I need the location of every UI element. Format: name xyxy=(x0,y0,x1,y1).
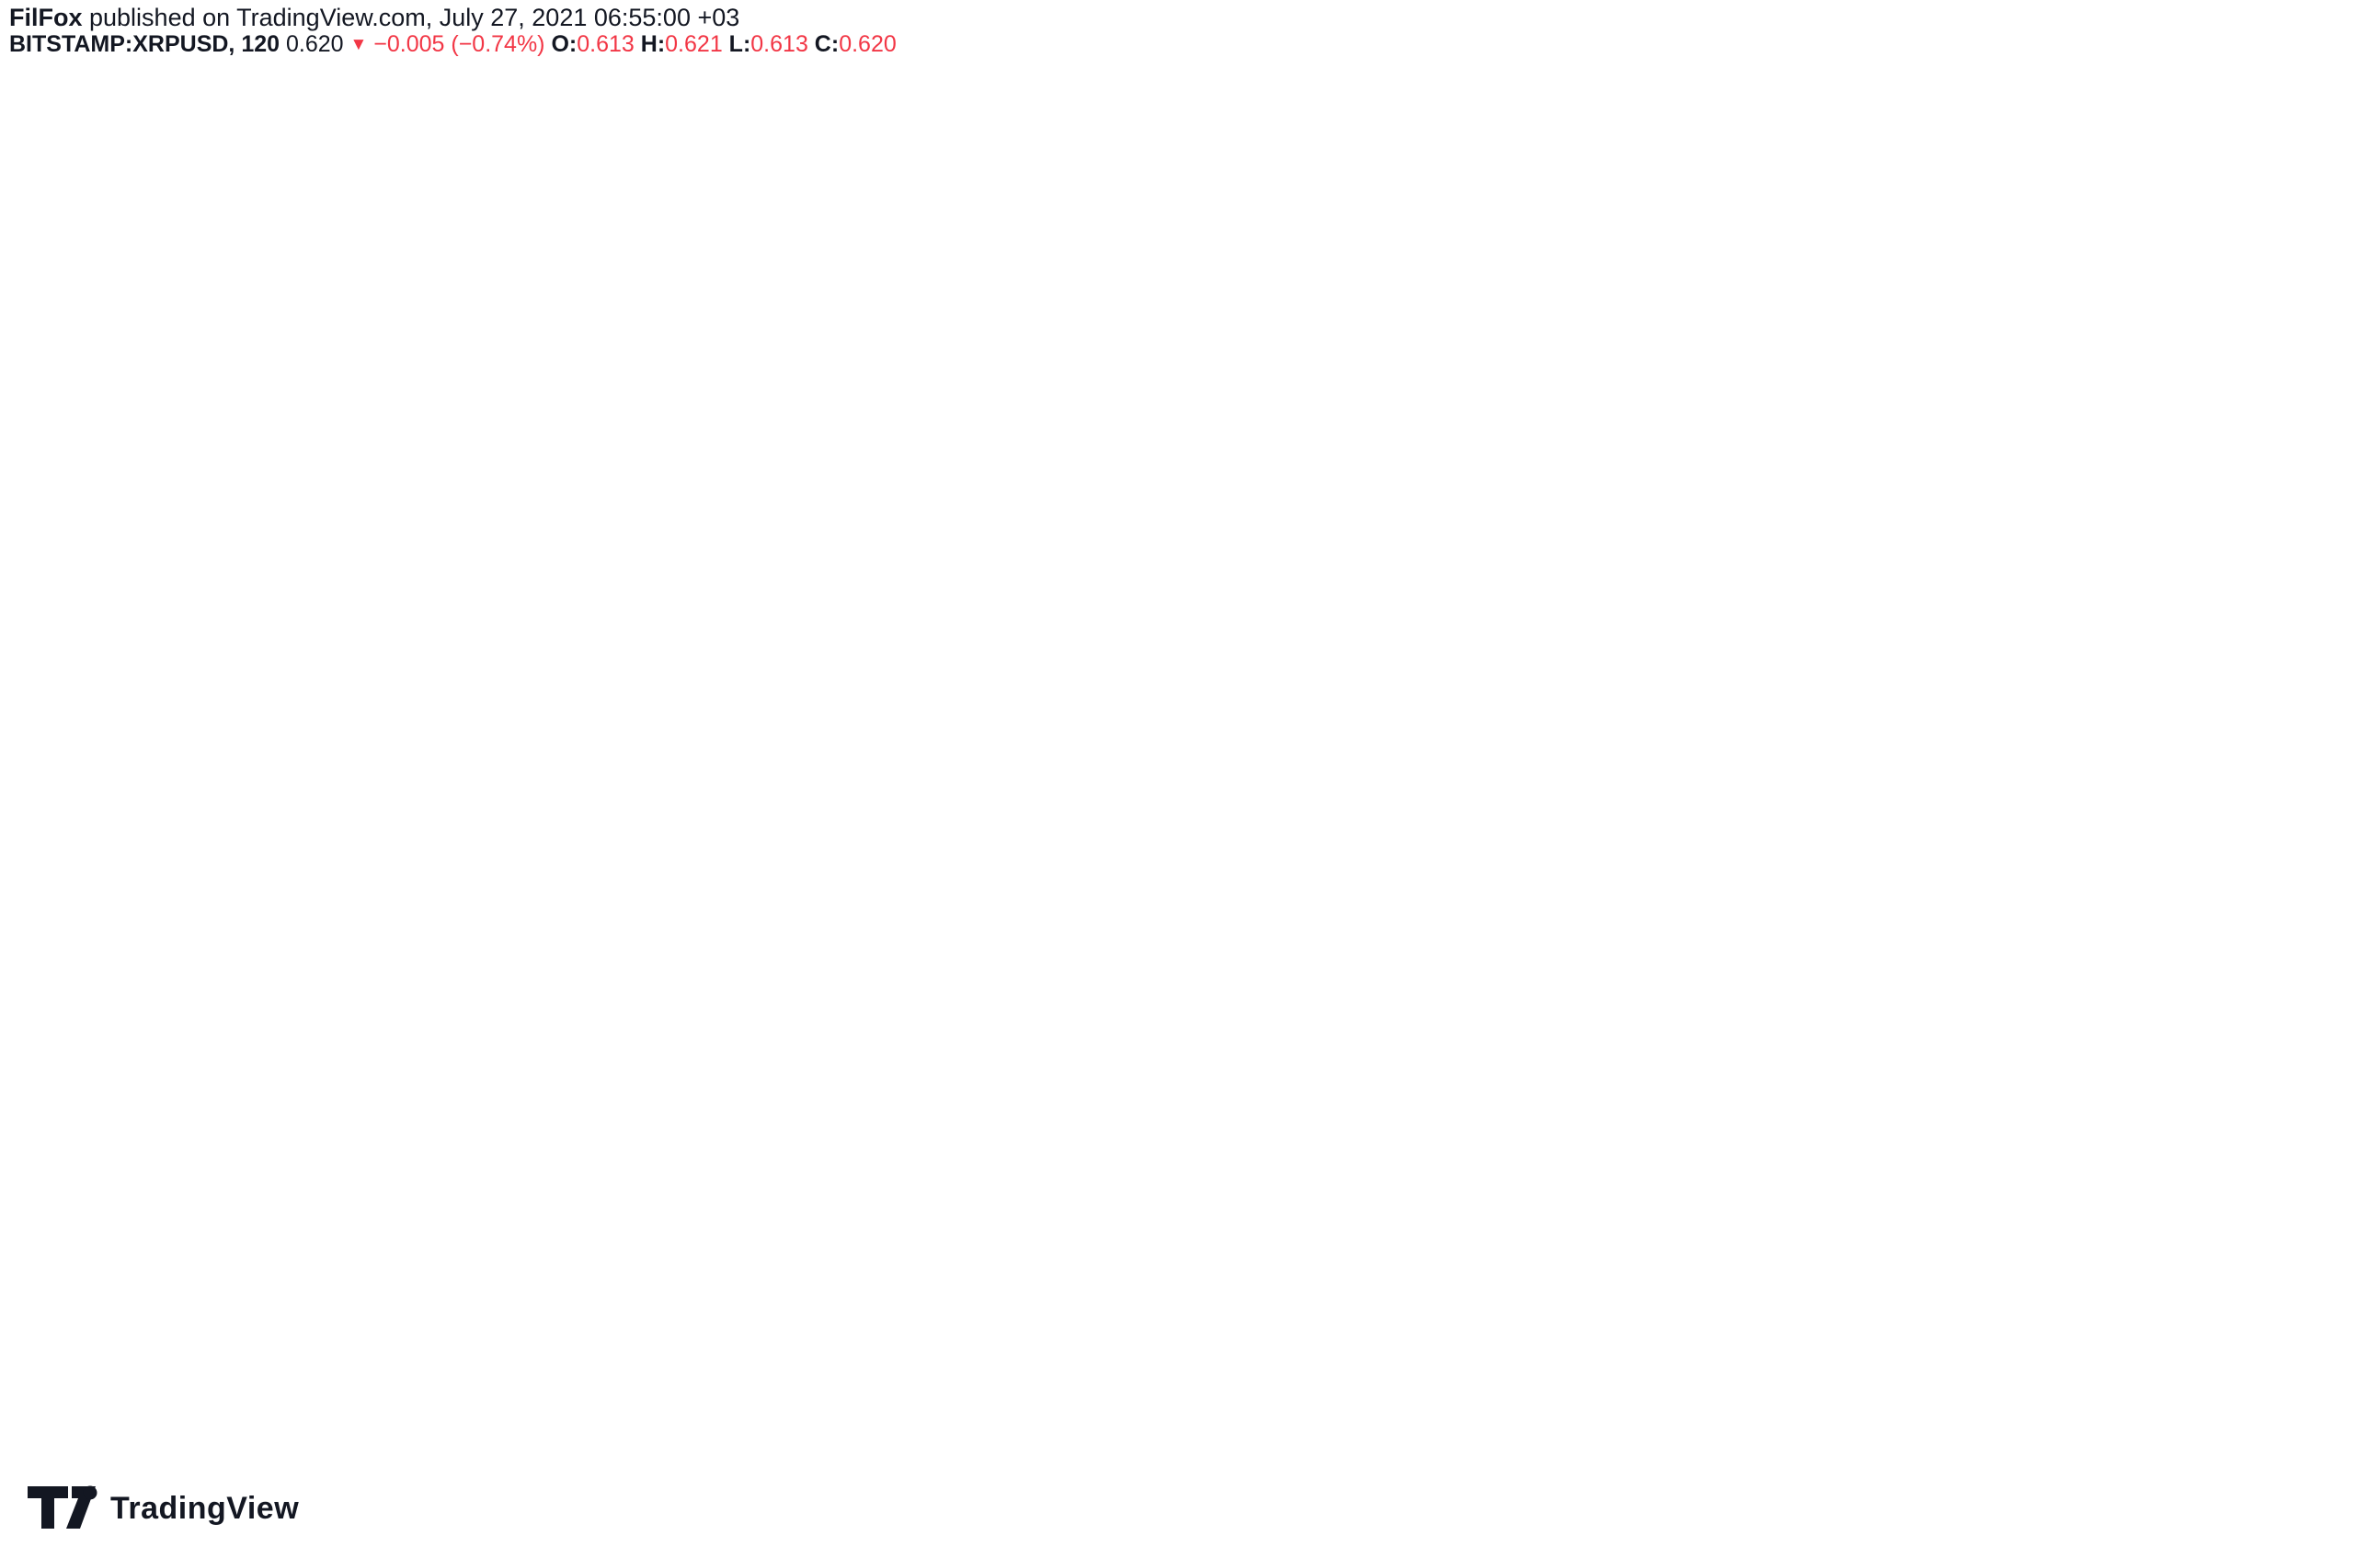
brand-name: TradingView xyxy=(110,1490,300,1526)
close-value: 0.620 xyxy=(839,31,897,57)
low-label: L: xyxy=(728,31,751,57)
close-label: C: xyxy=(814,31,840,57)
high-label: H: xyxy=(640,31,666,57)
published-text: published on TradingView.com, July 27, 2… xyxy=(82,4,740,31)
tradingview-icon xyxy=(28,1485,97,1529)
open-label: O: xyxy=(551,31,578,57)
author-name: FilFox xyxy=(9,4,83,31)
low-value: 0.613 xyxy=(750,31,808,57)
open-value: 0.613 xyxy=(577,31,635,57)
last-price: 0.620 xyxy=(285,31,344,57)
change-down-icon: ▼ xyxy=(349,35,368,54)
publish-header: FilFox published on TradingView.com, Jul… xyxy=(9,4,739,31)
high-value: 0.621 xyxy=(665,31,723,57)
tradingview-logo[interactable]: TradingView xyxy=(26,1484,299,1532)
symbol-status-row: BITSTAMP:XRPUSD, 120 0.620 ▼ −0.005 (−0.… xyxy=(9,31,897,60)
symbol-interval[interactable]: BITSTAMP:XRPUSD, 120 xyxy=(9,31,280,57)
change-value: −0.005 (−0.74%) xyxy=(373,31,545,57)
